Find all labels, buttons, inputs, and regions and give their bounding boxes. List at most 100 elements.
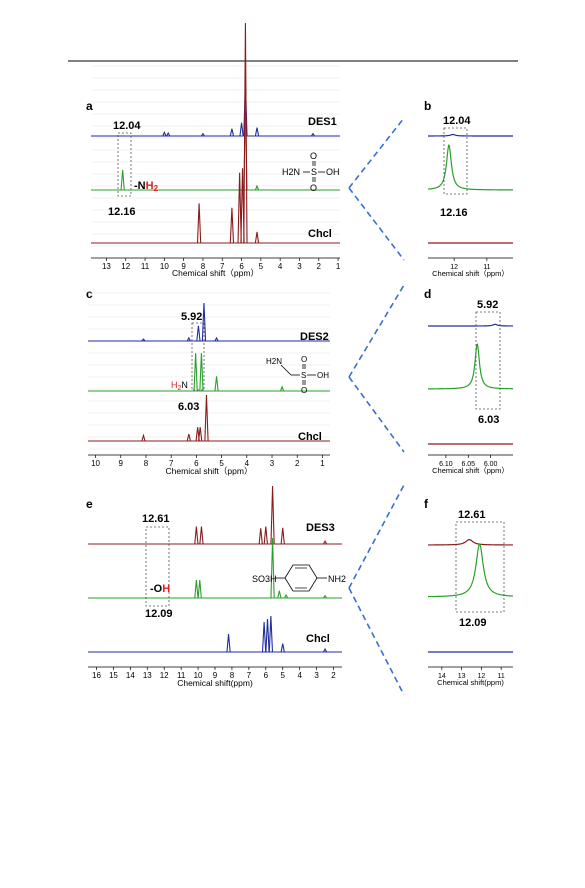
axis-title: Chemical shift（ppm）: [166, 466, 253, 476]
peak: [239, 122, 244, 137]
tick-label: 10: [160, 262, 169, 271]
peak: [194, 526, 199, 545]
peak: [279, 385, 285, 392]
spectrum-line: [427, 343, 514, 390]
tick-label: 9: [213, 671, 218, 680]
peak: [277, 590, 282, 599]
peak: [254, 127, 260, 137]
tick-label: 2: [295, 459, 300, 468]
structure-sulfamic-acid: H2N S OH O O: [282, 151, 340, 193]
series-2: [88, 394, 330, 442]
peak-annotation: 5.92: [477, 299, 498, 311]
peak: [186, 336, 191, 342]
spectra: [88, 485, 342, 653]
group-annotation: -NH2: [134, 180, 159, 193]
spectra: [427, 323, 514, 445]
tick-label: 2: [331, 671, 336, 680]
peak: [193, 353, 198, 392]
peak: [268, 615, 274, 653]
structure-text: O: [301, 355, 307, 364]
axis-title: Chemical shift（ppm）: [432, 466, 509, 475]
peak: [198, 427, 203, 442]
peak: [254, 184, 260, 191]
structure-text: O: [301, 386, 307, 395]
tick-label: 8: [230, 671, 235, 680]
series-1: [88, 537, 342, 599]
series-2: [88, 615, 342, 653]
structure-text: S: [301, 371, 306, 380]
peak: [263, 526, 268, 545]
peak: [243, 22, 248, 244]
structure-text: NH2: [328, 574, 346, 584]
tick-label: 6.05: [461, 461, 475, 468]
x-axis: 13 12 11 10 9 8 7 6 5 4 3 2 1 Chemical shift（ppm）: [91, 257, 341, 278]
tick-label: 12: [121, 262, 130, 271]
structure-sulfanilic-acid: SO3H NH2: [252, 564, 346, 592]
grid: [91, 65, 340, 247]
series-1: [427, 543, 514, 598]
spectra: [91, 22, 340, 244]
spectrum-line: [428, 133, 513, 137]
series-1: [88, 353, 330, 392]
spectra: [427, 538, 514, 653]
peak: [197, 579, 202, 599]
panel-label: c: [86, 287, 93, 301]
peak: [141, 338, 146, 342]
peak: [186, 433, 191, 442]
tick-label: 5: [259, 262, 264, 271]
peak: [270, 537, 275, 599]
peak: [141, 433, 146, 442]
tick-label: 6: [264, 671, 269, 680]
tick-label: 11: [177, 671, 186, 680]
structure-text: OH: [326, 167, 340, 177]
tick-label: 3: [297, 262, 302, 271]
x-axis: 10 9 8 7 6 5 4 3 2 1 Chemical shift（ppm）: [88, 454, 330, 476]
series-1: [427, 144, 514, 191]
peak-annotation: 12.04: [443, 115, 471, 127]
peak: [284, 593, 289, 599]
peak: [196, 325, 201, 342]
tick-label: 6.10: [439, 461, 453, 468]
tick-label: 11: [483, 264, 490, 271]
series-0: [428, 538, 513, 546]
peak: [199, 526, 204, 545]
peak-annotation: 12.09: [459, 617, 487, 629]
peak: [237, 172, 242, 244]
tick-label: 7: [169, 459, 174, 468]
highlight-box: [145, 526, 170, 607]
tick-label: 7: [220, 262, 225, 271]
panel-label: a: [86, 99, 93, 113]
tick-label: 13: [143, 671, 152, 680]
peak: [229, 207, 235, 244]
spectrum-line: [427, 144, 514, 191]
series-0: [88, 485, 342, 545]
tick-label: 8: [144, 459, 149, 468]
tick-label: 13: [102, 262, 111, 271]
peak: [162, 131, 167, 137]
series-0: [428, 133, 513, 137]
peak: [214, 336, 219, 342]
structure-text: H2N: [266, 357, 282, 366]
peak-annotation: 6.03: [478, 414, 499, 426]
peak: [214, 376, 219, 392]
peak: [196, 203, 202, 244]
highlight-box: [475, 311, 501, 410]
tick-label: 3: [314, 671, 319, 680]
axis-title: Chemical shift(ppm): [437, 678, 504, 687]
panel-label: d: [424, 287, 431, 301]
panel-label: b: [424, 99, 431, 113]
structure-aminomethanesulfonic-acid: H2N S OH O O: [266, 355, 329, 395]
series-0: [428, 323, 513, 327]
tick-label: 4: [245, 459, 250, 468]
peak: [199, 353, 204, 392]
tick-label: 15: [109, 671, 118, 680]
peak-annotation: 12.61: [458, 509, 486, 521]
group-annotation: H2N: [171, 380, 188, 392]
peak: [194, 579, 199, 599]
tick-label: 11: [497, 673, 504, 680]
